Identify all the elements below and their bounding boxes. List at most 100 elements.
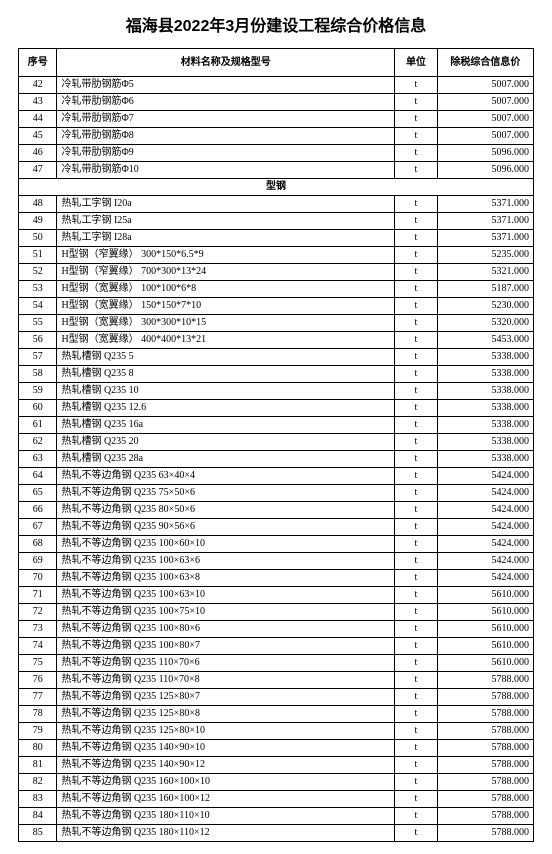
table-row: 83热轧不等边角钢 Q235 160×100×12t5788.000 bbox=[19, 791, 534, 808]
cell-price: 5610.000 bbox=[437, 655, 533, 672]
col-unit-header: 单位 bbox=[395, 49, 438, 77]
cell-name: 热轧槽钢 Q235 12.6 bbox=[57, 400, 395, 417]
cell-name: 热轧不等边角钢 Q235 160×100×10 bbox=[57, 774, 395, 791]
section-row: 型钢 bbox=[19, 179, 534, 196]
table-row: 82热轧不等边角钢 Q235 160×100×10t5788.000 bbox=[19, 774, 534, 791]
table-row: 66热轧不等边角钢 Q235 80×50×6t5424.000 bbox=[19, 502, 534, 519]
cell-name: 热轧不等边角钢 Q235 75×50×6 bbox=[57, 485, 395, 502]
cell-seq: 63 bbox=[19, 451, 57, 468]
cell-seq: 80 bbox=[19, 740, 57, 757]
cell-price: 5338.000 bbox=[437, 434, 533, 451]
cell-price: 5096.000 bbox=[437, 162, 533, 179]
header-row: 序号 材料名称及规格型号 单位 除税综合信息价 bbox=[19, 49, 534, 77]
cell-name: 热轧槽钢 Q235 16a bbox=[57, 417, 395, 434]
cell-seq: 78 bbox=[19, 706, 57, 723]
cell-unit: t bbox=[395, 383, 438, 400]
cell-name: 热轧不等边角钢 Q235 125×80×8 bbox=[57, 706, 395, 723]
cell-price: 5788.000 bbox=[437, 757, 533, 774]
cell-price: 5187.000 bbox=[437, 281, 533, 298]
table-row: 50热轧工字钢 I28at5371.000 bbox=[19, 230, 534, 247]
cell-name: 热轧不等边角钢 Q235 63×40×4 bbox=[57, 468, 395, 485]
table-row: 62热轧槽钢 Q235 20t5338.000 bbox=[19, 434, 534, 451]
cell-name: 热轧不等边角钢 Q235 100×63×8 bbox=[57, 570, 395, 587]
table-row: 55H型钢（宽翼缘） 300*300*10*15t5320.000 bbox=[19, 315, 534, 332]
cell-unit: t bbox=[395, 519, 438, 536]
cell-price: 5371.000 bbox=[437, 196, 533, 213]
cell-price: 5610.000 bbox=[437, 638, 533, 655]
cell-unit: t bbox=[395, 196, 438, 213]
cell-seq: 76 bbox=[19, 672, 57, 689]
cell-name: 冷轧带肋钢筋Φ9 bbox=[57, 145, 395, 162]
cell-seq: 53 bbox=[19, 281, 57, 298]
cell-name: 热轧不等边角钢 Q235 140×90×10 bbox=[57, 740, 395, 757]
table-row: 44冷轧带肋钢筋Φ7t5007.000 bbox=[19, 111, 534, 128]
cell-unit: t bbox=[395, 264, 438, 281]
cell-unit: t bbox=[395, 77, 438, 94]
cell-seq: 84 bbox=[19, 808, 57, 825]
table-row: 47冷轧带肋钢筋Φ10t5096.000 bbox=[19, 162, 534, 179]
cell-unit: t bbox=[395, 213, 438, 230]
cell-unit: t bbox=[395, 808, 438, 825]
cell-price: 5788.000 bbox=[437, 825, 533, 842]
cell-price: 5320.000 bbox=[437, 315, 533, 332]
cell-name: H型钢（宽翼缘） 400*400*13*21 bbox=[57, 332, 395, 349]
cell-price: 5788.000 bbox=[437, 706, 533, 723]
cell-name: 热轧工字钢 I20a bbox=[57, 196, 395, 213]
cell-unit: t bbox=[395, 553, 438, 570]
cell-price: 5338.000 bbox=[437, 349, 533, 366]
cell-name: 热轧不等边角钢 Q235 110×70×8 bbox=[57, 672, 395, 689]
table-row: 57热轧槽钢 Q235 5t5338.000 bbox=[19, 349, 534, 366]
table-row: 71热轧不等边角钢 Q235 100×63×10t5610.000 bbox=[19, 587, 534, 604]
cell-name: H型钢（窄翼缘） 300*150*6.5*9 bbox=[57, 247, 395, 264]
cell-price: 5235.000 bbox=[437, 247, 533, 264]
table-row: 43冷轧带肋钢筋Φ6t5007.000 bbox=[19, 94, 534, 111]
cell-price: 5007.000 bbox=[437, 111, 533, 128]
table-row: 60热轧槽钢 Q235 12.6t5338.000 bbox=[19, 400, 534, 417]
table-row: 61热轧槽钢 Q235 16at5338.000 bbox=[19, 417, 534, 434]
cell-unit: t bbox=[395, 247, 438, 264]
cell-name: 热轧不等边角钢 Q235 180×110×12 bbox=[57, 825, 395, 842]
cell-unit: t bbox=[395, 94, 438, 111]
cell-seq: 68 bbox=[19, 536, 57, 553]
cell-name: H型钢（宽翼缘） 100*100*6*8 bbox=[57, 281, 395, 298]
col-price-header: 除税综合信息价 bbox=[437, 49, 533, 77]
cell-price: 5788.000 bbox=[437, 808, 533, 825]
cell-name: 冷轧带肋钢筋Φ10 bbox=[57, 162, 395, 179]
cell-unit: t bbox=[395, 468, 438, 485]
table-row: 59热轧槽钢 Q235 10t5338.000 bbox=[19, 383, 534, 400]
cell-name: 热轧不等边角钢 Q235 100×63×6 bbox=[57, 553, 395, 570]
cell-seq: 67 bbox=[19, 519, 57, 536]
cell-name: 热轧不等边角钢 Q235 100×63×10 bbox=[57, 587, 395, 604]
cell-unit: t bbox=[395, 281, 438, 298]
cell-name: 热轧不等边角钢 Q235 100×60×10 bbox=[57, 536, 395, 553]
table-row: 54H型钢（宽翼缘） 150*150*7*10t5230.000 bbox=[19, 298, 534, 315]
cell-unit: t bbox=[395, 655, 438, 672]
table-row: 70热轧不等边角钢 Q235 100×63×8t5424.000 bbox=[19, 570, 534, 587]
cell-price: 5338.000 bbox=[437, 451, 533, 468]
cell-price: 5424.000 bbox=[437, 502, 533, 519]
cell-price: 5424.000 bbox=[437, 468, 533, 485]
cell-price: 5371.000 bbox=[437, 213, 533, 230]
table-row: 65热轧不等边角钢 Q235 75×50×6t5424.000 bbox=[19, 485, 534, 502]
cell-name: 热轧槽钢 Q235 28a bbox=[57, 451, 395, 468]
cell-unit: t bbox=[395, 587, 438, 604]
cell-unit: t bbox=[395, 400, 438, 417]
cell-seq: 42 bbox=[19, 77, 57, 94]
table-row: 76热轧不等边角钢 Q235 110×70×8t5788.000 bbox=[19, 672, 534, 689]
cell-price: 5610.000 bbox=[437, 604, 533, 621]
cell-name: 热轧不等边角钢 Q235 110×70×6 bbox=[57, 655, 395, 672]
cell-unit: t bbox=[395, 417, 438, 434]
cell-unit: t bbox=[395, 485, 438, 502]
table-row: 42冷轧带肋钢筋Φ5t5007.000 bbox=[19, 77, 534, 94]
cell-seq: 72 bbox=[19, 604, 57, 621]
cell-unit: t bbox=[395, 145, 438, 162]
cell-seq: 54 bbox=[19, 298, 57, 315]
table-row: 48热轧工字钢 I20at5371.000 bbox=[19, 196, 534, 213]
cell-name: 热轧工字钢 I25a bbox=[57, 213, 395, 230]
cell-unit: t bbox=[395, 230, 438, 247]
cell-seq: 52 bbox=[19, 264, 57, 281]
cell-price: 5424.000 bbox=[437, 536, 533, 553]
cell-price: 5096.000 bbox=[437, 145, 533, 162]
cell-price: 5424.000 bbox=[437, 519, 533, 536]
cell-price: 5338.000 bbox=[437, 400, 533, 417]
